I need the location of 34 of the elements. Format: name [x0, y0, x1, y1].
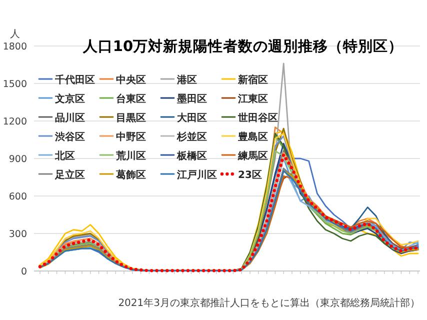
y-tick-label: 900	[8, 154, 27, 165]
legend-label: 文京区	[54, 93, 85, 105]
y-tick-label: 1500	[2, 79, 27, 90]
legend-label: 千代田区	[54, 74, 95, 86]
chart-title: 人口10万対新規陽性者数の週別推移（特別区）	[82, 37, 404, 55]
y-tick-label: 300	[8, 229, 27, 240]
legend-label: 港区	[176, 74, 197, 86]
legend-label: 世田谷区	[237, 112, 278, 124]
legend-label: 新宿区	[237, 74, 268, 86]
legend-label: 江東区	[237, 93, 268, 105]
legend-label: 豊島区	[237, 131, 268, 143]
legend-label: 江戸川区	[176, 169, 217, 181]
y-tick-label: 1800	[2, 42, 27, 52]
legend-label: 大田区	[176, 112, 207, 124]
legend-label: 台東区	[116, 93, 146, 105]
legend-label: 墨田区	[176, 93, 207, 105]
legend-label: 渋谷区	[54, 131, 85, 143]
legend-label: 杉並区	[176, 131, 207, 143]
y-tick-label: 0	[20, 266, 27, 278]
y-tick-label: 1200	[2, 116, 27, 128]
text: 2021年3月の東京都推計人口をもとに算出（東京都総務局統計部）	[118, 297, 420, 309]
y-axis-title: 人	[10, 29, 20, 40]
legend-label: 北区	[54, 150, 75, 162]
legend-label: 板橋区	[176, 150, 207, 162]
legend-label: 中央区	[116, 74, 146, 86]
legend-label: 葛飾区	[115, 169, 146, 181]
legend-label: 目黒区	[116, 112, 146, 124]
legend-label: 品川区	[55, 112, 85, 124]
legend-label: 荒川区	[115, 150, 146, 162]
legend-label: 中野区	[116, 131, 146, 143]
legend-label: 足立区	[54, 169, 85, 181]
legend-label: 23区	[238, 169, 262, 181]
y-tick-label: 600	[8, 192, 27, 202]
legend-label: 練馬区	[237, 150, 268, 162]
